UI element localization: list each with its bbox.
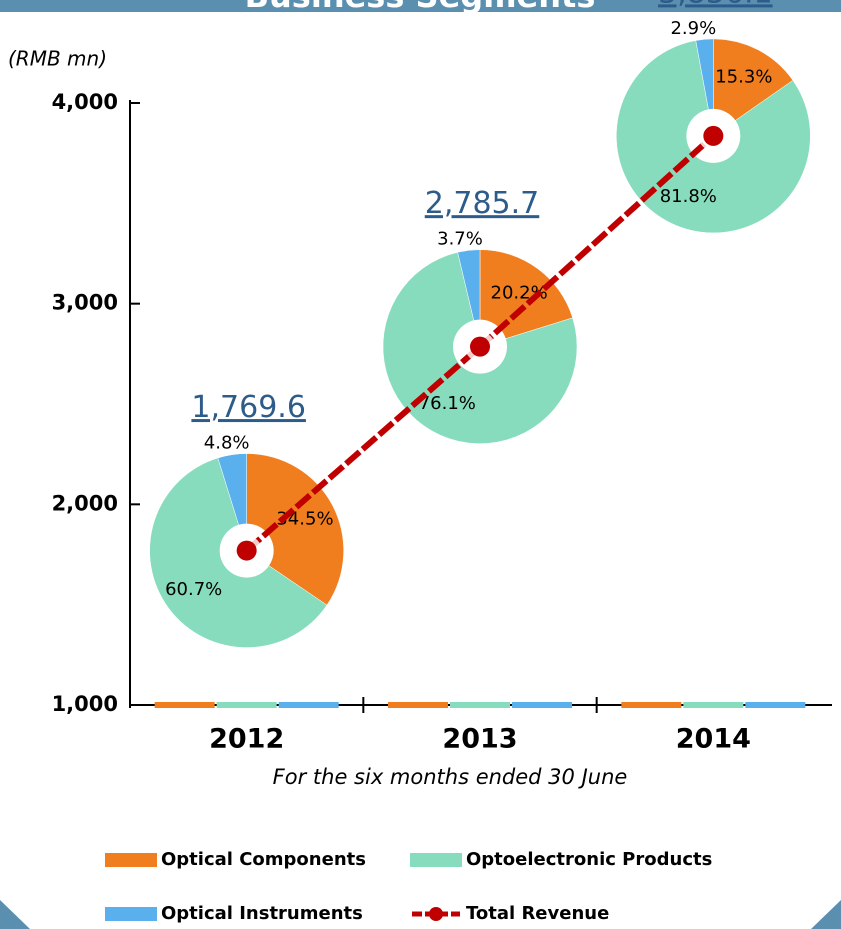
pie-label: 15.3% [715,66,772,87]
axis-stub [216,702,277,708]
marker [470,336,490,357]
pie-label: 2.9% [670,18,716,39]
legend-swatch [410,853,462,867]
marker [236,540,257,561]
pie-label: 60.7% [165,579,222,600]
axis-stub [154,702,215,708]
legend-swatch [105,853,157,867]
title-bar [0,0,841,12]
legend-label: Optical Instruments [161,903,363,924]
pie-label: 4.8% [204,433,250,454]
legend-label: Optoelectronic Products [466,849,712,870]
axis-stub [745,702,806,708]
axis-stub [388,702,448,708]
corner [0,900,30,929]
pie-label: 76.1% [419,393,476,414]
axis-stub [450,702,510,708]
chart-title: Business Segments [245,0,596,15]
x-tick-label: 2012 [209,724,284,755]
legend-label: Optical Components [161,849,366,870]
pie-slice [713,38,794,137]
pie-label: 81.8% [660,186,717,207]
axis-stub [621,702,682,708]
pie-label: 3.7% [437,229,483,250]
x-tick-label: 2013 [442,724,517,755]
axis-stub [512,702,572,708]
total-label: 1,769.6 [191,390,306,425]
legend-marker [429,907,443,921]
x-tick-label: 2014 [676,724,751,755]
y-tick-label: 1,000 [52,692,118,716]
marker [703,125,724,146]
axis-stub [278,702,339,708]
legend-label: Total Revenue [466,903,609,924]
total-label: 3,836.1 [658,0,773,10]
total-label: 2,785.7 [425,186,540,221]
legend-swatch [105,907,157,921]
y-tick-label: 3,000 [52,291,118,315]
y-tick-label: 4,000 [52,90,118,114]
x-axis-label: For the six months ended 30 June [273,765,628,789]
pie-slice [246,453,344,606]
axis-stub [683,702,744,708]
y-axis-label: (RMB mn) [8,47,107,71]
y-tick-label: 2,000 [52,491,118,515]
corner [811,900,841,929]
